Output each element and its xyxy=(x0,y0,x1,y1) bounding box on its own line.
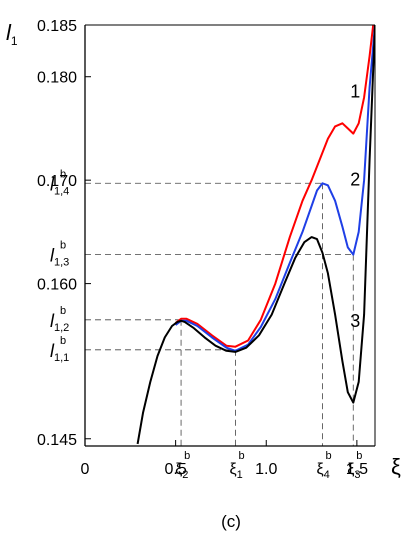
series-label-1: 1 xyxy=(350,81,360,101)
y-marker-superscript: b xyxy=(60,305,66,317)
x-tick-label: 1.0 xyxy=(255,461,277,478)
y-axis-label: l1 xyxy=(6,20,18,48)
tick-labels: 0.145 0.160 0.170 0.180 0.185 0 0.5 1.0 1.5 xyxy=(37,18,368,478)
y-marker-label: l1,2 xyxy=(50,311,69,334)
y-marker-superscript: b xyxy=(60,335,66,347)
x-tick-label: 0 xyxy=(81,461,90,478)
y-tick-label: 0.185 xyxy=(37,18,77,35)
x-tick-label: 1.5 xyxy=(346,461,368,478)
x-tick-label: 0.5 xyxy=(165,461,187,478)
y-marker-superscript: b xyxy=(60,168,66,180)
series-group xyxy=(136,24,375,445)
dashed-guides xyxy=(85,182,354,446)
y-tick-label: 0.145 xyxy=(37,432,77,449)
y-tick-label: 0.170 xyxy=(37,173,77,190)
x-marker-label: ξ4 xyxy=(316,461,329,481)
plot-frame xyxy=(84,24,376,447)
x-marker-label: ξ2 xyxy=(175,461,188,481)
y-marker-label: l1,1 xyxy=(50,341,69,364)
series-label-2: 2 xyxy=(350,169,360,189)
y-marker-label: l1,4 xyxy=(50,174,69,197)
series-line-1 xyxy=(175,24,375,348)
series-line-3 xyxy=(136,24,375,445)
x-marker-label: ξ1 xyxy=(229,461,242,481)
y-tick-label: 0.160 xyxy=(37,277,77,294)
x-marker-superscript: b xyxy=(356,450,362,462)
y-tick-label: 0.180 xyxy=(37,70,77,87)
x-marker-label: ξ3 xyxy=(347,461,360,481)
y-marker-label: l1,3 xyxy=(50,246,69,269)
figure-caption: (c) xyxy=(221,512,241,531)
y-marker-superscript: b xyxy=(60,240,66,252)
series-label-3: 3 xyxy=(350,311,360,331)
x-marker-superscript: b xyxy=(238,450,244,462)
x-marker-superscript: b xyxy=(325,450,331,462)
x-marker-superscript: b xyxy=(184,450,190,462)
series-labels: 1 2 3 xyxy=(350,81,360,331)
series-line-2 xyxy=(174,24,375,352)
x-axis-label: ξ xyxy=(391,454,401,479)
